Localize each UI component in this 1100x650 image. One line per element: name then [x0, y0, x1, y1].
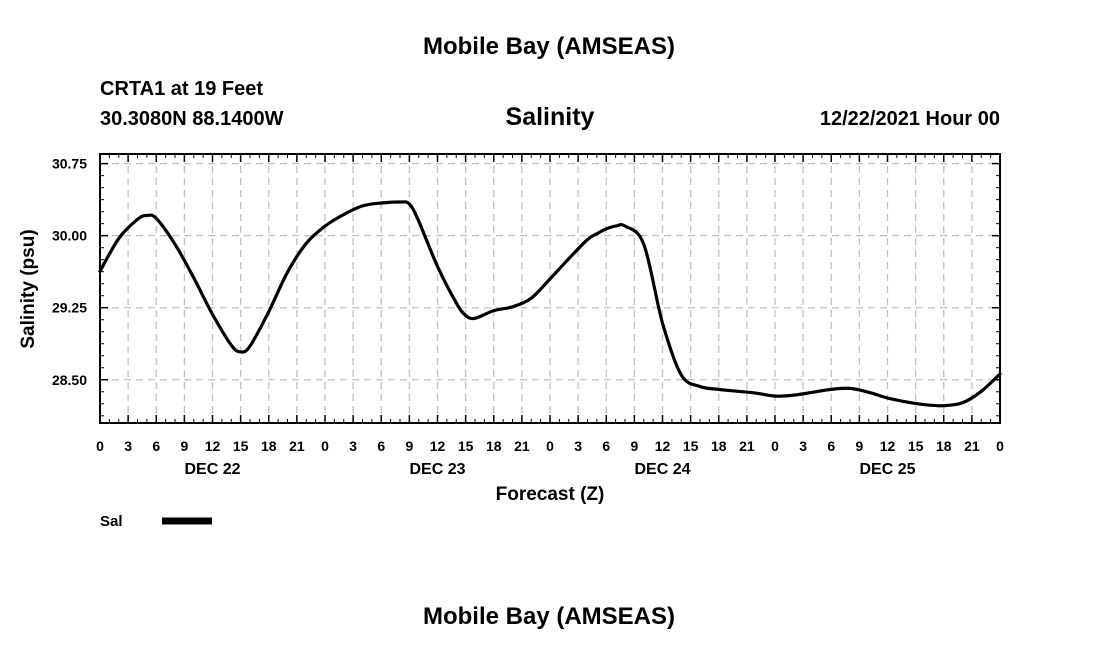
- chart-title: Salinity: [506, 103, 595, 131]
- x-tick-label: 0: [996, 438, 1004, 454]
- x-tick-label: 18: [486, 438, 502, 454]
- x-tick-label: 15: [908, 438, 924, 454]
- x-tick-label: 9: [180, 438, 188, 454]
- x-tick-label: 21: [514, 438, 530, 454]
- x-tick-label: 3: [124, 438, 132, 454]
- x-tick-label: 3: [574, 438, 582, 454]
- day-label: DEC 22: [184, 461, 240, 478]
- x-tick-label: 18: [711, 438, 727, 454]
- day-label: DEC 23: [409, 461, 465, 478]
- x-tick-label: 18: [261, 438, 277, 454]
- x-tick-label: 0: [771, 438, 779, 454]
- y-tick-labels: 28.50 29.25 30.00 30.75: [52, 156, 87, 388]
- x-tick-label: 15: [233, 438, 249, 454]
- y-axis-label: Salinity (psu): [18, 229, 39, 348]
- y-tick-label: 30.00: [52, 228, 87, 244]
- x-tick-label: 12: [205, 438, 221, 454]
- y-tick-label: 30.75: [52, 156, 87, 172]
- chart-title-bottom: Mobile Bay (AMSEAS): [423, 603, 675, 630]
- x-tick-label: 21: [964, 438, 980, 454]
- x-tick-label: 6: [377, 438, 385, 454]
- station-label: CRTA1 at 19 Feet: [100, 78, 263, 100]
- plot-frame: [99, 153, 1001, 424]
- x-tick-label: 12: [430, 438, 446, 454]
- x-tick-label: 9: [630, 438, 638, 454]
- x-tick-label: 6: [602, 438, 610, 454]
- y-tick-label: 28.50: [52, 372, 87, 388]
- day-labels: DEC 22 DEC 23 DEC 24 DEC 25: [184, 461, 915, 478]
- x-tick-label: 6: [827, 438, 835, 454]
- forecast-time-label: 12/22/2021 Hour 00: [820, 108, 1000, 130]
- chart-title-top: Mobile Bay (AMSEAS): [423, 33, 675, 60]
- x-tick-label: 3: [349, 438, 357, 454]
- x-tick-label: 18: [936, 438, 952, 454]
- x-tick-label: 12: [880, 438, 896, 454]
- x-tick-label: 0: [546, 438, 554, 454]
- day-label: DEC 25: [859, 461, 915, 478]
- x-tick-label: 15: [683, 438, 699, 454]
- day-label: DEC 24: [634, 461, 690, 478]
- x-tick-label: 9: [855, 438, 863, 454]
- x-tick-label: 0: [321, 438, 329, 454]
- legend-label-sal: Sal: [100, 513, 123, 530]
- x-tick-labels: 0 3 6 9 12 15 18 21 0 3 6 9 12 15 18 21 0 3 6 9 12 15 18 21 0 3 6 9…: [96, 438, 1004, 454]
- location-label: 30.3080N 88.1400W: [100, 108, 284, 130]
- y-tick-label: 29.25: [52, 300, 87, 316]
- x-tick-label: 6: [152, 438, 160, 454]
- x-tick-label: 21: [289, 438, 305, 454]
- grid: [100, 154, 1000, 423]
- x-tick-label: 21: [739, 438, 755, 454]
- x-tick-label: 15: [458, 438, 474, 454]
- series-line-sal: [98, 200, 1002, 408]
- legend: Sal: [100, 513, 212, 530]
- x-tick-label: 12: [655, 438, 671, 454]
- x-tick-label: 0: [96, 438, 104, 454]
- x-tick-label: 3: [799, 438, 807, 454]
- x-axis-label: Forecast (Z): [496, 484, 605, 505]
- x-tick-label: 9: [405, 438, 413, 454]
